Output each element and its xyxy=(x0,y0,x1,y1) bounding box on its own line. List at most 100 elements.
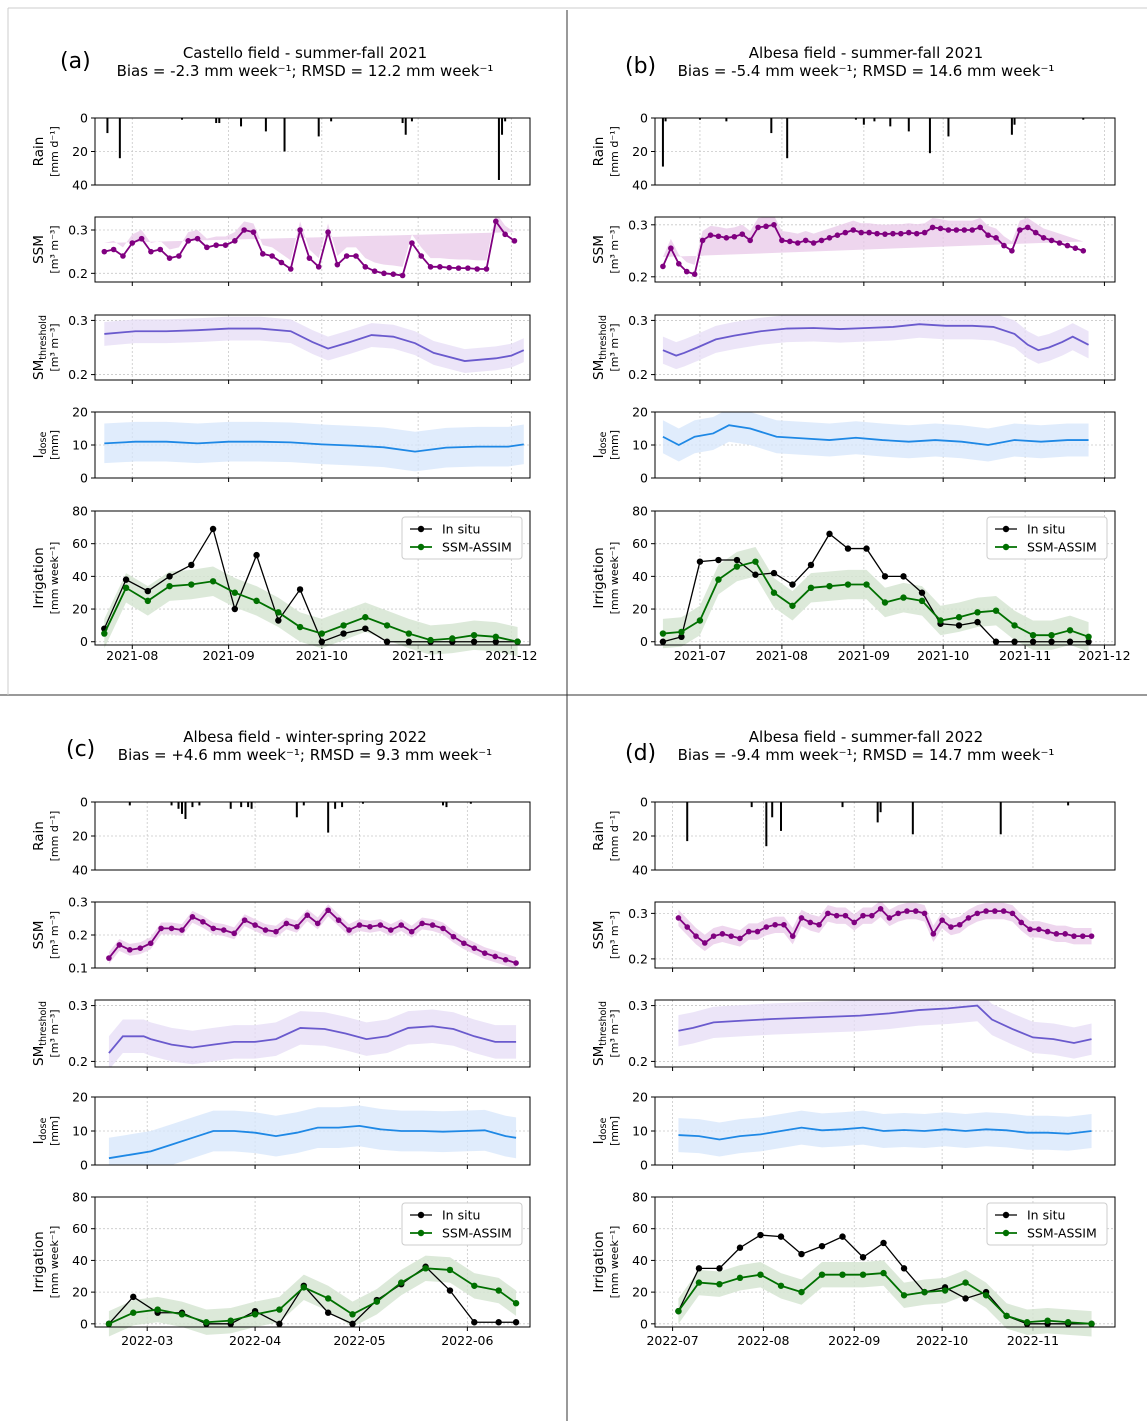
thr-frame xyxy=(654,999,1116,1068)
ssm-point xyxy=(882,231,888,237)
idose-frame xyxy=(94,1096,531,1166)
ssm-assim-point xyxy=(209,578,217,585)
ssm-point xyxy=(904,908,910,914)
panel-d-letter: (d) xyxy=(625,741,656,766)
idose-ytick-label: 0 xyxy=(640,471,648,486)
ssm-ytick-label: 0.2 xyxy=(628,269,648,284)
idose-unit-ylabel-part: [mm] xyxy=(48,1116,61,1146)
ssm-point xyxy=(874,230,880,237)
idose-ytick-label: 10 xyxy=(72,1124,88,1139)
ssm-assim-point xyxy=(678,628,685,636)
thr-unit-ylabel: [m³ m⁻³] xyxy=(608,1009,621,1057)
ssm-point xyxy=(1000,908,1007,914)
legend-assim-marker xyxy=(1002,1229,1010,1237)
ssm-point xyxy=(858,229,865,236)
ssm-point xyxy=(367,923,373,930)
insitu-point xyxy=(231,605,239,613)
ssm-point xyxy=(194,235,201,242)
rain-ylabel-part: Rain xyxy=(31,137,47,167)
ssm-assim-point xyxy=(881,599,889,606)
ssm-assim-point xyxy=(144,597,152,605)
panel-a-rain: 0 20 40 Rain [mm d⁻¹] xyxy=(31,111,531,193)
insitu-point xyxy=(1085,638,1092,645)
insitu-point xyxy=(144,587,152,595)
ssm-ylabel: SSM xyxy=(31,235,47,264)
ssm-point xyxy=(381,270,387,277)
idose-ytick-label: 10 xyxy=(72,438,88,453)
ssm-uncertainty-band xyxy=(104,217,515,267)
irrigation-ylabel: Irrigation xyxy=(591,547,607,608)
ssm-assim-point xyxy=(383,622,391,629)
ssm-point xyxy=(789,933,796,939)
ssm-ylabel-part: SSM xyxy=(31,921,47,950)
panel-c-title: Albesa field - winter-spring 2022 xyxy=(183,728,427,746)
idose-unit-ylabel: [mm] xyxy=(48,1116,61,1146)
ssm-point xyxy=(992,908,998,914)
ssm-assim-point xyxy=(300,1284,307,1291)
insitu-point xyxy=(122,576,130,583)
ssm-point xyxy=(353,253,359,259)
legend: In situ SSM-ASSIM xyxy=(986,1202,1108,1246)
irrigation-frame xyxy=(654,510,1116,646)
rain-ytick-label: 0 xyxy=(640,111,648,126)
ssm-point xyxy=(842,912,849,919)
ssm-point xyxy=(157,246,164,253)
ssm-point xyxy=(213,242,219,248)
ssm-point xyxy=(728,933,734,939)
ssm-point xyxy=(737,935,743,942)
ssm-assim-point xyxy=(492,633,500,641)
ssm-unit-ylabel: [m³ m⁻³] xyxy=(608,225,621,273)
x-tick-label: 2022-09 xyxy=(828,1333,880,1348)
x-tick-label: 2022-03 xyxy=(121,1333,173,1348)
thr-plot-area xyxy=(104,316,525,373)
ssm-point xyxy=(945,227,952,233)
panel-dividers xyxy=(0,7,1147,1421)
ssm-frame xyxy=(654,901,1116,969)
idose-unit-ylabel: [mm] xyxy=(48,430,61,460)
thr-ytick-label: 0.3 xyxy=(68,998,88,1013)
rain-ytick-label: 20 xyxy=(72,829,88,844)
ssm-point xyxy=(869,912,875,919)
idose-ylabel-part: dose xyxy=(38,1118,49,1141)
insitu-point xyxy=(918,589,926,596)
insitu-point xyxy=(826,530,833,538)
ssm-frame xyxy=(654,216,1116,283)
thr-ytick-label: 0.3 xyxy=(68,313,88,328)
panel-d-thr: 0.2 0.3 SMthreshold [m³ m⁻³] xyxy=(591,998,1116,1071)
ssm-point xyxy=(110,246,117,253)
idose-series-line xyxy=(678,1126,1092,1141)
irrigation-ytick-label: 40 xyxy=(632,1253,648,1268)
x-tick-label: 2022-04 xyxy=(229,1333,281,1348)
panel-d-idose: 0 10 20 Idose [mm] xyxy=(591,1090,1116,1173)
panel-a-subtitle: Bias = -2.3 mm week⁻¹; RMSD = 12.2 mm we… xyxy=(117,62,494,80)
ssm-uncertainty-band xyxy=(678,902,1092,952)
ssm-assim-point xyxy=(695,1279,703,1286)
thr-frame xyxy=(94,314,531,381)
idose-ylabel: Idose xyxy=(31,432,49,459)
irrigation-ytick-label: 40 xyxy=(632,569,648,584)
ssm-point xyxy=(965,915,972,921)
ssm-point xyxy=(731,233,738,240)
ssm-assim-point xyxy=(1066,627,1074,634)
irrigation-ytick-label: 80 xyxy=(72,1190,88,1205)
thr-uncertainty-band xyxy=(662,315,1089,370)
ssm-assim-point xyxy=(844,581,852,588)
legend-insitu-marker xyxy=(417,525,425,533)
ssm-point xyxy=(129,240,136,246)
ssm-point xyxy=(710,933,717,939)
idose-ylabel-part: dose xyxy=(598,432,609,455)
irrigation-unit-ylabel-part: [mm week⁻¹] xyxy=(608,1226,621,1299)
rain-frame xyxy=(654,117,1116,186)
rain-ytick-label: 40 xyxy=(72,178,88,193)
thr-ytick-label: 0.2 xyxy=(628,367,648,382)
ssm-point xyxy=(755,224,761,231)
ssm-point xyxy=(315,264,322,270)
idose-ytick-label: 0 xyxy=(80,1158,88,1173)
irrigation-ytick-label: 60 xyxy=(632,536,648,551)
ssm-point xyxy=(241,227,247,233)
ssm-point xyxy=(176,253,182,259)
idose-ylabel-part: dose xyxy=(598,1118,609,1141)
